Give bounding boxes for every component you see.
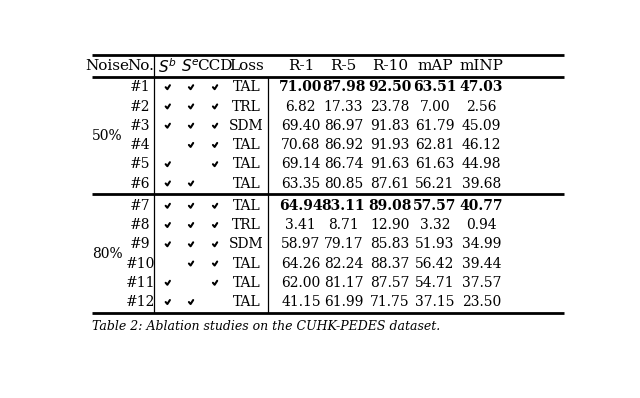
Text: 37.57: 37.57	[461, 276, 501, 290]
Text: CCD: CCD	[197, 59, 232, 73]
Text: 79.17: 79.17	[324, 238, 364, 252]
Text: 86.92: 86.92	[324, 138, 363, 152]
Text: 62.81: 62.81	[415, 138, 454, 152]
Text: 91.63: 91.63	[371, 158, 410, 172]
Text: #2: #2	[130, 100, 150, 114]
Text: SDM: SDM	[229, 119, 264, 133]
Text: 69.40: 69.40	[281, 119, 321, 133]
Text: 7.00: 7.00	[420, 100, 451, 114]
Text: #5: #5	[130, 158, 150, 172]
Text: 0.94: 0.94	[466, 218, 497, 232]
Text: Noise: Noise	[85, 59, 129, 73]
Text: 17.33: 17.33	[324, 100, 364, 114]
Text: Loss: Loss	[229, 59, 264, 73]
Text: TAL: TAL	[233, 276, 260, 290]
Text: 80%: 80%	[92, 247, 122, 261]
Text: 91.83: 91.83	[371, 119, 410, 133]
Text: #4: #4	[130, 138, 151, 152]
Text: 12.90: 12.90	[371, 218, 410, 232]
Text: R-1: R-1	[288, 59, 314, 73]
Text: #1: #1	[130, 80, 151, 94]
Text: 54.71: 54.71	[415, 276, 455, 290]
Text: 57.57: 57.57	[413, 199, 456, 213]
Text: TAL: TAL	[233, 257, 260, 271]
Text: 61.99: 61.99	[324, 295, 363, 309]
Text: mAP: mAP	[417, 59, 452, 73]
Text: #12: #12	[126, 295, 155, 309]
Text: #10: #10	[126, 257, 155, 271]
Text: 50%: 50%	[92, 129, 122, 142]
Text: 47.03: 47.03	[460, 80, 503, 94]
Text: 82.24: 82.24	[324, 257, 363, 271]
Text: 63.51: 63.51	[413, 80, 457, 94]
Text: 63.35: 63.35	[281, 177, 321, 191]
Text: 86.74: 86.74	[324, 158, 364, 172]
Text: 23.78: 23.78	[371, 100, 410, 114]
Text: 56.21: 56.21	[415, 177, 454, 191]
Text: 81.17: 81.17	[324, 276, 364, 290]
Text: TAL: TAL	[233, 158, 260, 172]
Text: 3.32: 3.32	[420, 218, 450, 232]
Text: #7: #7	[130, 199, 151, 213]
Text: 56.42: 56.42	[415, 257, 454, 271]
Text: 87.57: 87.57	[371, 276, 410, 290]
Text: 39.68: 39.68	[462, 177, 501, 191]
Text: 62.00: 62.00	[281, 276, 321, 290]
Text: 88.37: 88.37	[371, 257, 410, 271]
Text: 2.56: 2.56	[466, 100, 497, 114]
Text: TAL: TAL	[233, 177, 260, 191]
Text: TRL: TRL	[232, 218, 261, 232]
Text: 71.00: 71.00	[279, 80, 323, 94]
Text: 83.11: 83.11	[322, 199, 365, 213]
Text: #6: #6	[130, 177, 150, 191]
Text: #9: #9	[130, 238, 150, 252]
Text: 92.50: 92.50	[368, 80, 412, 94]
Text: TAL: TAL	[233, 80, 260, 94]
Text: TRL: TRL	[232, 100, 261, 114]
Text: 8.71: 8.71	[328, 218, 359, 232]
Text: 39.44: 39.44	[461, 257, 501, 271]
Text: 3.41: 3.41	[285, 218, 316, 232]
Text: 41.15: 41.15	[281, 295, 321, 309]
Text: No.: No.	[127, 59, 154, 73]
Text: 46.12: 46.12	[461, 138, 501, 152]
Text: #8: #8	[130, 218, 150, 232]
Text: 86.97: 86.97	[324, 119, 363, 133]
Text: 64.94: 64.94	[279, 199, 323, 213]
Text: 89.08: 89.08	[368, 199, 412, 213]
Text: 87.98: 87.98	[322, 80, 365, 94]
Text: 51.93: 51.93	[415, 238, 454, 252]
Text: 6.82: 6.82	[285, 100, 316, 114]
Text: 23.50: 23.50	[462, 295, 501, 309]
Text: 44.98: 44.98	[461, 158, 501, 172]
Text: 80.85: 80.85	[324, 177, 363, 191]
Text: #11: #11	[125, 276, 155, 290]
Text: $S^e$: $S^e$	[181, 58, 200, 74]
Text: 69.14: 69.14	[281, 158, 321, 172]
Text: 37.15: 37.15	[415, 295, 454, 309]
Text: #3: #3	[130, 119, 150, 133]
Text: 91.93: 91.93	[371, 138, 410, 152]
Text: 70.68: 70.68	[281, 138, 321, 152]
Text: TAL: TAL	[233, 295, 260, 309]
Text: TAL: TAL	[233, 138, 260, 152]
Text: 85.83: 85.83	[371, 238, 410, 252]
Text: TAL: TAL	[233, 199, 260, 213]
Text: 61.63: 61.63	[415, 158, 454, 172]
Text: R-5: R-5	[330, 59, 356, 73]
Text: $S^b$: $S^b$	[158, 57, 177, 76]
Text: mINP: mINP	[460, 59, 504, 73]
Text: 61.79: 61.79	[415, 119, 454, 133]
Text: 45.09: 45.09	[462, 119, 501, 133]
Text: 87.61: 87.61	[371, 177, 410, 191]
Text: 58.97: 58.97	[281, 238, 321, 252]
Text: 40.77: 40.77	[460, 199, 503, 213]
Text: 34.99: 34.99	[462, 238, 501, 252]
Text: Table 2: Ablation studies on the CUHK-PEDES dataset.: Table 2: Ablation studies on the CUHK-PE…	[92, 320, 440, 333]
Text: 71.75: 71.75	[370, 295, 410, 309]
Text: SDM: SDM	[229, 238, 264, 252]
Text: 64.26: 64.26	[281, 257, 321, 271]
Text: R-10: R-10	[372, 59, 408, 73]
